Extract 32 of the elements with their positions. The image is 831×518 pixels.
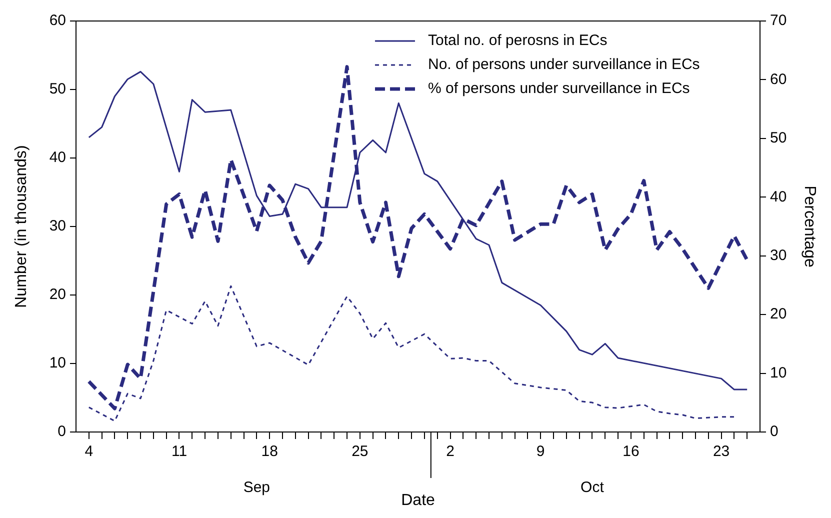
y-tick-label: 10 [49, 354, 66, 372]
y2-tick-label: 70 [770, 12, 787, 30]
x-tick-label: 9 [536, 443, 545, 460]
y2-tick-label: 20 [770, 306, 787, 323]
y-axis-title: Number (in thousands) [13, 145, 30, 308]
x-tick-label: 23 [712, 443, 730, 460]
y2-tick-label: 40 [770, 188, 787, 206]
y2-tick-label: 10 [770, 364, 787, 382]
y2-tick-label: 50 [770, 130, 787, 147]
x-tick-label: 25 [352, 443, 368, 460]
legend-label: Total no. of perosns in ECs [428, 32, 608, 50]
y-tick-label: 30 [49, 218, 66, 235]
text: Sep [243, 479, 270, 496]
x-tick-label: 2 [446, 443, 454, 460]
legend-label: No. of persons under surveillance in ECs [428, 56, 700, 74]
text: Oct [580, 479, 605, 496]
y2-tick-label: 0 [770, 423, 778, 440]
x-tick-label: 18 [261, 443, 278, 460]
y-tick-label: 60 [49, 12, 66, 30]
y2-axis-title: Percentage [800, 186, 818, 268]
x-tick-label: 11 [171, 443, 188, 460]
y-tick-label: 40 [49, 149, 66, 166]
x-axis-title: Date [401, 492, 435, 509]
line-series [88, 285, 735, 422]
legend-label: % of persons under surveillance in ECs [428, 80, 690, 98]
x-tick-label: 4 [84, 443, 94, 460]
y-tick-label: 0 [58, 423, 66, 440]
y-tick-label: 50 [49, 80, 66, 98]
y-tick-label: 20 [49, 286, 66, 304]
y2-tick-label: 30 [770, 247, 787, 264]
y2-tick-label: 60 [770, 70, 787, 88]
x-tick-label: 16 [622, 443, 640, 460]
